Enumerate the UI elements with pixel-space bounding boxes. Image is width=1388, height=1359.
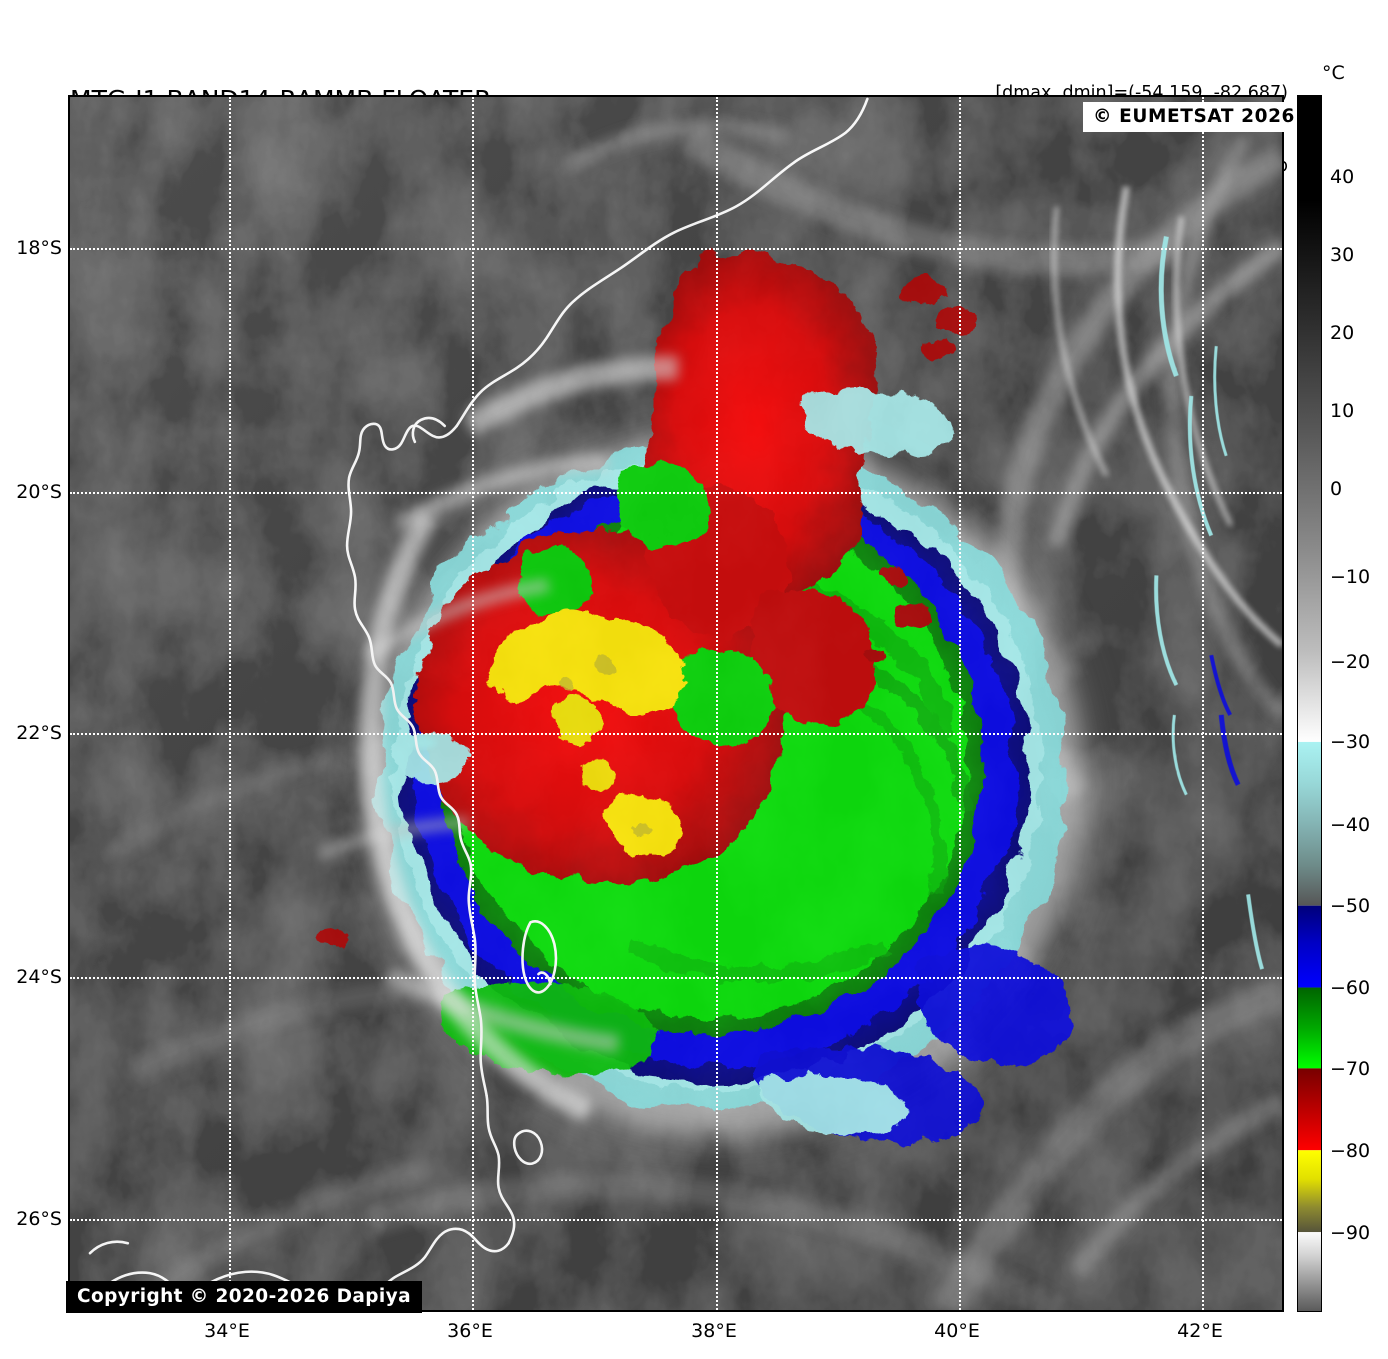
cbar-tick-m70: −70: [1330, 1058, 1371, 1080]
cbar-tick-40: 40: [1330, 166, 1355, 188]
copyright-badge: Copyright © 2020-2026 Dapiya: [66, 1281, 422, 1313]
cbar-tick-m10: −10: [1330, 566, 1371, 588]
colorbar-gradient: [1298, 96, 1321, 1311]
colorbar-unit-label: °C: [1322, 62, 1345, 84]
satellite-image-plot[interactable]: [68, 95, 1284, 1312]
eumetsat-attribution-badge: © EUMETSAT 2026: [1083, 102, 1306, 132]
y-tick-26S: 26°S: [16, 1208, 62, 1230]
x-tick-38E: 38°E: [691, 1320, 737, 1342]
cbar-tick-m50: −50: [1330, 895, 1371, 917]
cbar-tick-30: 30: [1330, 244, 1355, 266]
y-tick-24S: 24°S: [16, 966, 62, 988]
colorbar[interactable]: [1297, 95, 1322, 1312]
cbar-tick-m80: −80: [1330, 1140, 1371, 1162]
cbar-tick-20: 20: [1330, 322, 1355, 344]
cbar-tick-0: 0: [1330, 478, 1343, 500]
cbar-tick-m40: −40: [1330, 814, 1371, 836]
cbar-tick-10: 10: [1330, 400, 1355, 422]
cbar-tick-m90: −90: [1330, 1222, 1371, 1244]
y-tick-18S: 18°S: [16, 237, 62, 259]
cbar-tick-m20: −20: [1330, 651, 1371, 673]
x-tick-36E: 36°E: [447, 1320, 493, 1342]
satellite-imagery: [70, 97, 1282, 1310]
x-tick-42E: 42°E: [1177, 1320, 1223, 1342]
x-tick-40E: 40°E: [934, 1320, 980, 1342]
y-tick-22S: 22°S: [16, 722, 62, 744]
cbar-tick-m60: −60: [1330, 977, 1371, 999]
y-tick-20S: 20°S: [16, 481, 62, 503]
x-tick-34E: 34°E: [204, 1320, 250, 1342]
cbar-tick-m30: −30: [1330, 731, 1371, 753]
